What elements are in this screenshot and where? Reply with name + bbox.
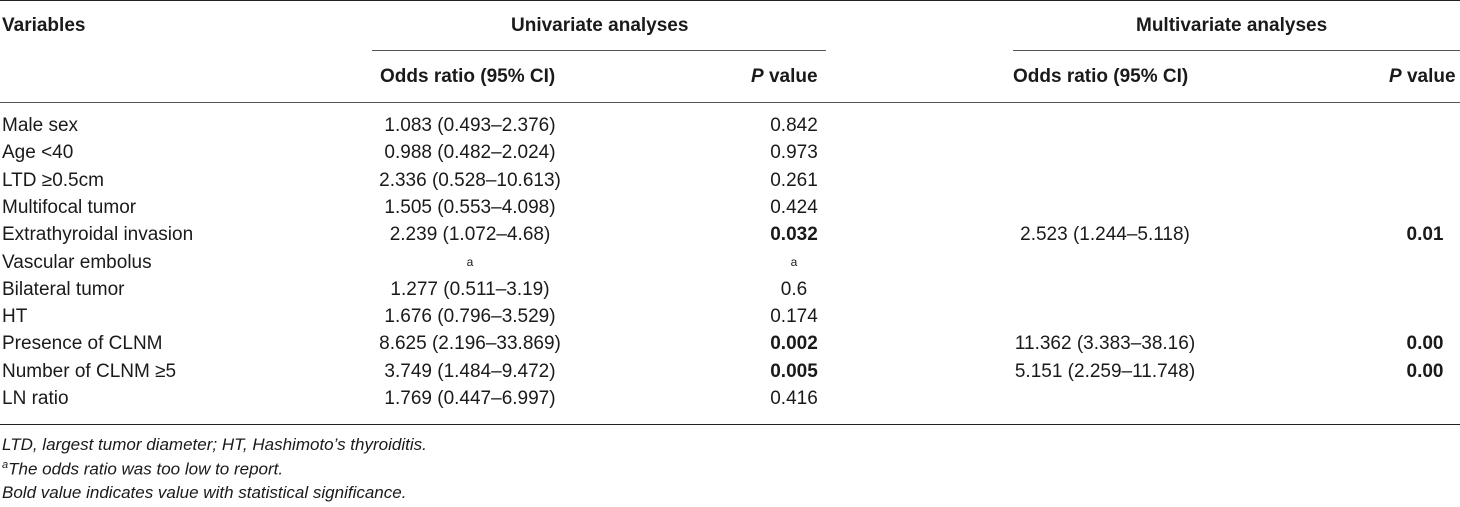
univariate-odds-ratio-text: 1.083 (0.493–2.376) bbox=[384, 115, 556, 136]
univariate-p-value-text: 0.261 bbox=[770, 169, 818, 191]
univariate-p-value: 0.261 bbox=[770, 167, 842, 194]
row-label: Vascular embolus bbox=[2, 251, 152, 273]
row-label: HT bbox=[2, 306, 28, 328]
multivariate-odds-ratio-text: 11.362 (3.383–38.16) bbox=[1014, 333, 1196, 355]
multivariate-p-value: 0.00 bbox=[1407, 358, 1460, 385]
multivariate-header: Multivariate analyses bbox=[1136, 15, 1328, 36]
multivariate-rule bbox=[1013, 50, 1460, 51]
row-label: Male sex bbox=[2, 115, 79, 136]
univariate-p-value-text: 0.6 bbox=[780, 278, 808, 300]
multivariate-p-header: P value bbox=[1389, 66, 1456, 88]
univariate-odds-ratio-text: a bbox=[466, 254, 474, 269]
p-italic: P bbox=[751, 66, 764, 87]
univariate-p-value: 0.002 bbox=[770, 330, 842, 357]
footnote-a-mark: a bbox=[2, 459, 9, 471]
multivariate-p-value-text: 0.01 bbox=[1406, 224, 1444, 246]
multivariate-p-value-text: 0.00 bbox=[1406, 333, 1444, 355]
univariate-p-value-text: 0.424 bbox=[770, 196, 818, 218]
row-label: Extrathyroidal invasion bbox=[2, 224, 194, 246]
p-italic: P bbox=[1389, 66, 1402, 87]
univariate-p-value: 0.005 bbox=[770, 358, 842, 385]
footnote-abbreviations: LTD, largest tumor diameter; HT, Hashimo… bbox=[2, 435, 427, 454]
univariate-p-value: 0.424 bbox=[770, 194, 842, 221]
univariate-odds-ratio-text: 1.676 (0.796–3.529) bbox=[384, 306, 556, 328]
univariate-p-value: 0.416 bbox=[770, 385, 842, 412]
univariate-odds-ratio-text: 1.277 (0.511–3.19) bbox=[390, 278, 550, 300]
p-rest: value bbox=[1401, 66, 1456, 87]
univariate-odds-ratio-text: 1.769 (0.447–6.997) bbox=[384, 388, 556, 409]
row-label: Multifocal tumor bbox=[2, 196, 137, 218]
p-rest: value bbox=[763, 66, 818, 87]
univariate-odds-ratio-text: 3.749 (1.484–9.472) bbox=[384, 360, 556, 382]
row-label: Number of CLNM ≥5 bbox=[2, 360, 177, 382]
footnote-a-text: The odds ratio was too low to report. bbox=[8, 459, 284, 479]
univariate-p-value: 0.032 bbox=[770, 221, 842, 248]
univariate-p-value-text: a bbox=[790, 254, 798, 269]
univariate-p-value-text: 0.032 bbox=[770, 224, 818, 246]
multivariate-or-header: Odds ratio (95% CI) bbox=[1013, 66, 1189, 87]
univariate-p-value: 0.174 bbox=[770, 303, 842, 330]
univariate-p-value-text: 0.002 bbox=[770, 333, 818, 355]
univariate-p-value-text: 0.174 bbox=[770, 306, 818, 328]
footnote-bold: Bold value indicates value with statisti… bbox=[2, 483, 407, 502]
table-bottom-rule bbox=[0, 424, 1460, 425]
univariate-header: Univariate analyses bbox=[511, 15, 689, 36]
univariate-p-value-text: 0.416 bbox=[770, 388, 818, 409]
header-bottom-rule bbox=[0, 102, 1460, 103]
multivariate-p-value: 0.00 bbox=[1407, 330, 1460, 357]
multivariate-p-value-text: 0.00 bbox=[1406, 360, 1444, 382]
row-label: Age <40 bbox=[2, 142, 74, 164]
univariate-p-value-text: 0.005 bbox=[770, 360, 818, 382]
univariate-p-value: 0.6 bbox=[781, 276, 820, 303]
univariate-p-value: 0.973 bbox=[770, 139, 842, 166]
univariate-odds-ratio-text: 2.239 (1.072–4.68) bbox=[389, 224, 551, 246]
variables-header: Variables bbox=[2, 15, 86, 36]
multivariate-odds-ratio: 11.362 (3.383–38.16) bbox=[1015, 330, 1285, 357]
top-rule bbox=[0, 0, 1460, 1]
univariate-p-value-text: 0.973 bbox=[770, 142, 818, 164]
univariate-p-value: a bbox=[790, 249, 801, 278]
univariate-p-header: P value bbox=[751, 66, 818, 88]
row-label: LTD ≥0.5cm bbox=[2, 169, 104, 191]
multivariate-odds-ratio-text: 5.151 (2.259–11.748) bbox=[1014, 360, 1196, 382]
footnote-a: aThe odds ratio was too low to report. bbox=[2, 459, 283, 480]
univariate-p-value-text: 0.842 bbox=[770, 115, 818, 136]
multivariate-p-value: 0.01 bbox=[1407, 221, 1460, 248]
row-label: Presence of CLNM bbox=[2, 333, 163, 355]
multivariate-odds-ratio: 2.523 (1.244–5.118) bbox=[1020, 221, 1275, 248]
row-label: LN ratio bbox=[2, 388, 69, 409]
multivariate-odds-ratio: 5.151 (2.259–11.748) bbox=[1015, 358, 1285, 385]
univariate-odds-ratio-text: 1.505 (0.553–4.098) bbox=[384, 196, 556, 218]
row-label: Bilateral tumor bbox=[2, 278, 125, 300]
multivariate-odds-ratio-text: 2.523 (1.244–5.118) bbox=[1020, 224, 1190, 246]
univariate-odds-ratio-text: 0.988 (0.482–2.024) bbox=[384, 142, 556, 164]
univariate-p-value: 0.842 bbox=[770, 112, 842, 139]
univariate-odds-ratio-text: 2.336 (0.528–10.613) bbox=[379, 169, 561, 191]
univariate-or-header: Odds ratio (95% CI) bbox=[380, 66, 556, 87]
univariate-rule bbox=[372, 50, 826, 51]
univariate-odds-ratio-text: 8.625 (2.196–33.869) bbox=[379, 333, 561, 355]
